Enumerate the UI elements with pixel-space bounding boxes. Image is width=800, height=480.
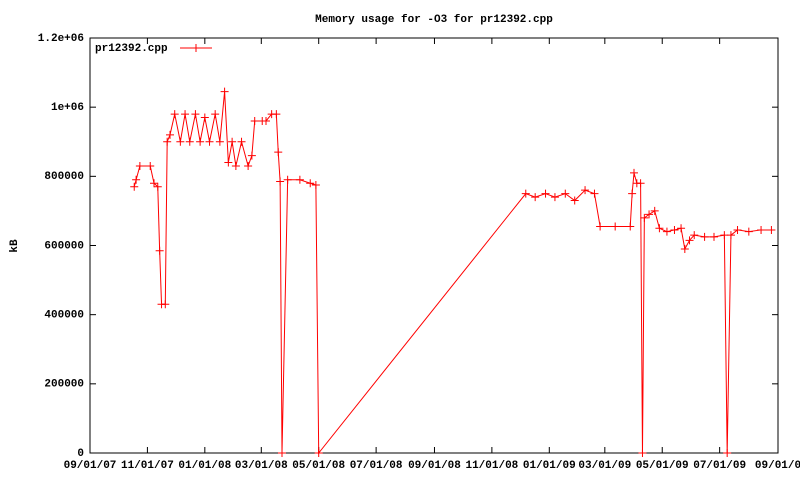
- y-tick-label: 800000: [44, 171, 84, 183]
- series-line: [133, 91, 772, 455]
- point-marker: [710, 232, 718, 241]
- point-marker: [638, 449, 647, 457]
- point-marker: [650, 206, 659, 215]
- point-marker: [205, 137, 214, 146]
- point-marker: [163, 137, 172, 146]
- x-tick-label: 03/01/09: [578, 460, 631, 472]
- chart-title: Memory usage for -O3 for pr12392.cpp: [315, 14, 553, 26]
- point-marker: [596, 222, 605, 231]
- y-tick-label: 1.2e+06: [38, 33, 84, 45]
- y-tick-label: 1e+06: [51, 102, 84, 114]
- point-marker: [283, 175, 292, 184]
- point-marker: [132, 175, 141, 184]
- point-marker: [155, 246, 164, 255]
- point-marker: [685, 236, 694, 245]
- point-marker: [224, 158, 233, 167]
- x-tick-label: 09/01/08: [408, 460, 461, 472]
- point-marker: [215, 137, 224, 146]
- y-tick-label: 0: [77, 448, 84, 460]
- point-marker: [211, 110, 220, 119]
- point-marker: [690, 231, 699, 240]
- point-marker: [272, 110, 281, 119]
- point-marker: [170, 110, 179, 119]
- y-tick-label: 400000: [44, 310, 84, 322]
- point-marker: [250, 117, 259, 125]
- point-marker: [276, 177, 285, 186]
- point-marker: [767, 225, 776, 234]
- x-tick-label: 01/01/09: [523, 460, 576, 472]
- plot-frame: [89, 37, 779, 454]
- x-tick-label: 05/01/09: [636, 460, 689, 472]
- point-marker: [626, 222, 635, 231]
- point-marker: [550, 193, 559, 202]
- y-tick-label: 200000: [44, 379, 84, 391]
- x-tick-label: 05/01/08: [292, 460, 345, 472]
- point-marker: [531, 193, 540, 202]
- x-tick-label: 01/01/08: [178, 460, 231, 472]
- point-marker: [541, 189, 550, 198]
- x-tick-label: 03/01/08: [235, 460, 288, 472]
- point-marker: [228, 137, 237, 146]
- x-tick-label: 11/01/08: [465, 460, 518, 472]
- point-marker: [570, 196, 579, 205]
- x-tick-label: 09/01/07: [64, 460, 117, 472]
- point-marker: [196, 137, 205, 146]
- y-tick-label: 600000: [44, 240, 84, 252]
- point-marker: [237, 137, 246, 146]
- point-marker: [628, 189, 637, 198]
- point-marker: [220, 87, 229, 96]
- x-tick-label: 07/01/08: [350, 460, 403, 472]
- point-marker: [636, 179, 645, 188]
- point-marker: [130, 182, 139, 191]
- point-marker: [611, 222, 620, 231]
- point-marker: [726, 231, 735, 240]
- point-marker: [630, 168, 638, 177]
- point-marker: [311, 180, 320, 189]
- point-marker: [192, 44, 200, 52]
- point-marker: [677, 224, 686, 233]
- point-marker: [700, 232, 709, 241]
- point-marker: [244, 161, 253, 170]
- point-marker: [590, 189, 599, 198]
- point-marker: [733, 225, 742, 234]
- point-marker: [231, 161, 240, 170]
- point-marker: [306, 179, 315, 188]
- point-marker: [655, 224, 664, 233]
- point-marker: [757, 225, 766, 234]
- point-marker: [146, 161, 155, 170]
- x-tick-label: 07/01/09: [693, 460, 746, 472]
- x-tick-label: 11/01/07: [121, 460, 174, 472]
- point-marker: [295, 175, 304, 184]
- point-marker: [262, 117, 270, 125]
- point-marker: [723, 449, 732, 457]
- point-marker: [278, 449, 286, 457]
- point-marker: [247, 151, 256, 160]
- x-tick-label: 09/01/0: [755, 460, 800, 472]
- point-marker: [314, 449, 323, 457]
- point-marker: [200, 113, 209, 122]
- point-marker: [521, 189, 530, 198]
- y-axis-label: kB: [9, 239, 21, 253]
- point-marker: [153, 182, 162, 191]
- point-marker: [181, 110, 190, 119]
- point-marker: [744, 227, 753, 236]
- point-marker: [561, 189, 570, 198]
- point-marker: [185, 137, 194, 146]
- point-marker: [645, 210, 654, 219]
- point-marker: [274, 148, 283, 157]
- point-marker: [176, 137, 185, 146]
- point-marker: [161, 300, 170, 309]
- point-marker: [150, 179, 158, 188]
- point-marker: [680, 244, 689, 253]
- point-marker: [662, 227, 671, 236]
- point-marker: [640, 213, 649, 222]
- legend-label: pr12392.cpp: [95, 43, 168, 55]
- point-marker: [135, 161, 144, 170]
- point-marker: [166, 130, 174, 139]
- point-marker: [191, 110, 200, 119]
- point-marker: [670, 225, 679, 234]
- point-marker: [581, 186, 590, 195]
